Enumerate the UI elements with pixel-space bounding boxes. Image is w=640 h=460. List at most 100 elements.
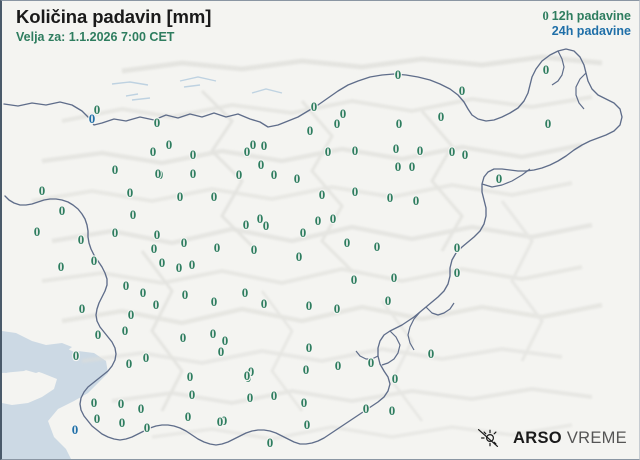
station-marker: 0 bbox=[128, 307, 135, 322]
station-marker: 0 bbox=[459, 83, 466, 98]
station-marker: 0 bbox=[391, 270, 398, 285]
station-marker: 0 bbox=[315, 213, 322, 228]
legend: 0 12h padavine 24h padavine bbox=[543, 9, 631, 39]
station-marker: 0 bbox=[94, 411, 101, 426]
station-marker: 0 bbox=[247, 390, 254, 405]
station-marker: 0 bbox=[454, 265, 461, 280]
station-marker: 0 bbox=[267, 435, 274, 450]
station-marker: 0 bbox=[91, 395, 98, 410]
station-marker: 0 bbox=[122, 323, 129, 338]
station-marker: 0 bbox=[245, 370, 252, 385]
station-marker: 0 bbox=[187, 369, 194, 384]
station-marker: 0 bbox=[34, 224, 41, 239]
station-marker: 0 bbox=[374, 239, 381, 254]
station-marker: 0 bbox=[462, 147, 469, 162]
station-marker: 0 bbox=[330, 211, 337, 226]
station-marker: 0 bbox=[159, 255, 166, 270]
station-marker: 0 bbox=[72, 422, 79, 437]
station-marker: 0 bbox=[176, 260, 183, 275]
station-marker: 0 bbox=[236, 167, 243, 182]
legend-item-24h: 24h padavine bbox=[543, 24, 631, 39]
station-marker: 0 bbox=[211, 294, 218, 309]
station-marker: 0 bbox=[119, 415, 126, 430]
station-marker: 0 bbox=[144, 420, 151, 435]
station-marker: 0 bbox=[127, 185, 134, 200]
station-marker: 0 bbox=[396, 116, 403, 131]
station-marker: 0 bbox=[177, 189, 184, 204]
legend-item-12h: 0 12h padavine bbox=[543, 9, 631, 24]
station-marker: 0 bbox=[257, 211, 264, 226]
station-marker: 0 bbox=[222, 333, 229, 348]
adriatic-sea bbox=[2, 331, 108, 459]
station-marker: 0 bbox=[545, 116, 552, 131]
station-marker: 0 bbox=[258, 157, 265, 172]
station-marker: 0 bbox=[301, 395, 308, 410]
station-marker: 0 bbox=[261, 138, 268, 153]
brand-name-vreme: VREME bbox=[566, 428, 627, 447]
station-marker: 0 bbox=[428, 346, 435, 361]
station-marker: 0 bbox=[79, 301, 86, 316]
station-marker: 0 bbox=[363, 401, 370, 416]
station-marker: 0 bbox=[126, 356, 133, 371]
station-marker: 0 bbox=[438, 109, 445, 124]
station-marker: 0 bbox=[138, 401, 145, 416]
station-marker: 0 bbox=[303, 362, 310, 377]
station-marker: 0 bbox=[242, 285, 249, 300]
station-marker: 0 bbox=[112, 225, 119, 240]
station-marker: 0 bbox=[306, 340, 313, 355]
station-marker: 0 bbox=[395, 67, 402, 82]
station-marker: 0 bbox=[154, 115, 161, 130]
station-marker: 0 bbox=[296, 249, 303, 264]
station-marker: 0 bbox=[118, 396, 125, 411]
station-marker: 0 bbox=[217, 414, 224, 429]
station-marker: 0 bbox=[221, 413, 228, 428]
station-marker: 0 bbox=[59, 203, 66, 218]
station-marker: 0 bbox=[153, 297, 160, 312]
station-marker: 0 bbox=[248, 459, 255, 460]
station-marker: 0 bbox=[334, 116, 341, 131]
station-marker: 0 bbox=[250, 137, 257, 152]
station-marker: 0 bbox=[413, 193, 420, 208]
station-marker: 0 bbox=[182, 287, 189, 302]
station-marker: 0 bbox=[335, 358, 342, 373]
station-marker: 0 bbox=[306, 298, 313, 313]
station-marker: 0 bbox=[543, 62, 550, 77]
station-marker: 0 bbox=[334, 301, 341, 316]
station-marker: 0 bbox=[189, 257, 196, 272]
station-marker: 0 bbox=[185, 409, 192, 424]
station-marker: 0 bbox=[39, 183, 46, 198]
station-marker: 0 bbox=[73, 348, 80, 363]
station-marker: 0 bbox=[244, 144, 251, 159]
station-marker: 0 bbox=[130, 207, 137, 222]
station-marker: 0 bbox=[210, 326, 217, 341]
brand-name-arso: ARSO bbox=[513, 428, 562, 447]
station-marker: 0 bbox=[89, 111, 96, 126]
station-marker: 0 bbox=[251, 242, 258, 257]
station-marker: 0 bbox=[271, 167, 278, 182]
station-marker: 0 bbox=[392, 371, 399, 386]
station-marker: 0 bbox=[243, 217, 250, 232]
station-marker: 0 bbox=[449, 144, 456, 159]
legend-label-24h: 24h padavine bbox=[551, 24, 631, 38]
station-marker: 0 bbox=[154, 227, 161, 242]
station-marker: 0 bbox=[344, 235, 351, 250]
station-marker: 0 bbox=[244, 368, 251, 383]
station-marker: 0 bbox=[271, 388, 278, 403]
station-marker: 0 bbox=[352, 184, 359, 199]
station-marker: 0 bbox=[248, 364, 255, 379]
station-marker: 0 bbox=[143, 350, 150, 365]
station-marker: 0 bbox=[94, 102, 101, 117]
station-marker: 0 bbox=[91, 253, 98, 268]
station-marker: 0 bbox=[78, 232, 85, 247]
station-marker: 0 bbox=[140, 285, 147, 300]
slovenia-national-border bbox=[3, 48, 623, 446]
station-marker: 0 bbox=[112, 162, 119, 177]
station-marker: 0 bbox=[307, 123, 314, 138]
sun-rays-icon bbox=[477, 428, 499, 447]
legend-sample-value: 0 bbox=[542, 9, 549, 23]
station-marker: 0 bbox=[311, 99, 318, 114]
regional-border-lines bbox=[355, 50, 587, 366]
station-marker: 0 bbox=[325, 144, 332, 159]
